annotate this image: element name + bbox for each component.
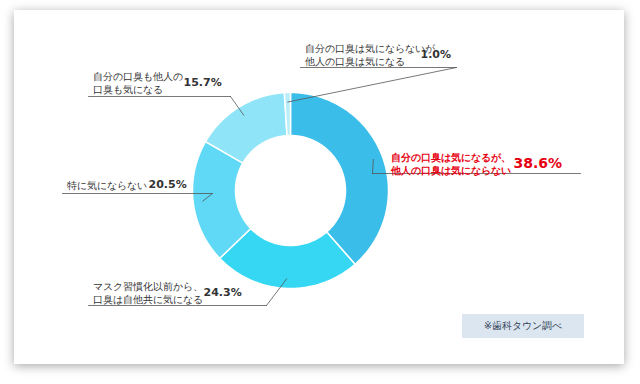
svg-text:マスク習慣化以前から、口臭は自他共に気になる: マスク習慣化以前から、口臭は自他共に気になる	[93, 281, 203, 305]
svg-text:24.3%: 24.3%	[204, 286, 242, 299]
svg-text:自分の口臭は気にならないが他人の口臭は気になる: 自分の口臭は気にならないが他人の口臭は気になる	[305, 43, 436, 67]
svg-text:自分の口臭は気になるが、他人の口臭は気にならない: 自分の口臭は気になるが、他人の口臭は気にならない	[390, 152, 511, 177]
svg-text:特に気にならない: 特に気にならない	[67, 180, 147, 191]
html-text:※歯科タウン調べ: ※歯科タウン調べ	[483, 320, 563, 331]
svg-text:38.6%: 38.6%	[514, 155, 563, 171]
svg-text:自分の口臭も他人の口臭も気になる: 自分の口臭も他人の口臭も気になる	[93, 71, 183, 95]
svg-text:15.7%: 15.7%	[184, 76, 222, 89]
svg-text:1.0%: 1.0%	[421, 48, 452, 61]
svg-text:20.5%: 20.5%	[149, 178, 187, 191]
